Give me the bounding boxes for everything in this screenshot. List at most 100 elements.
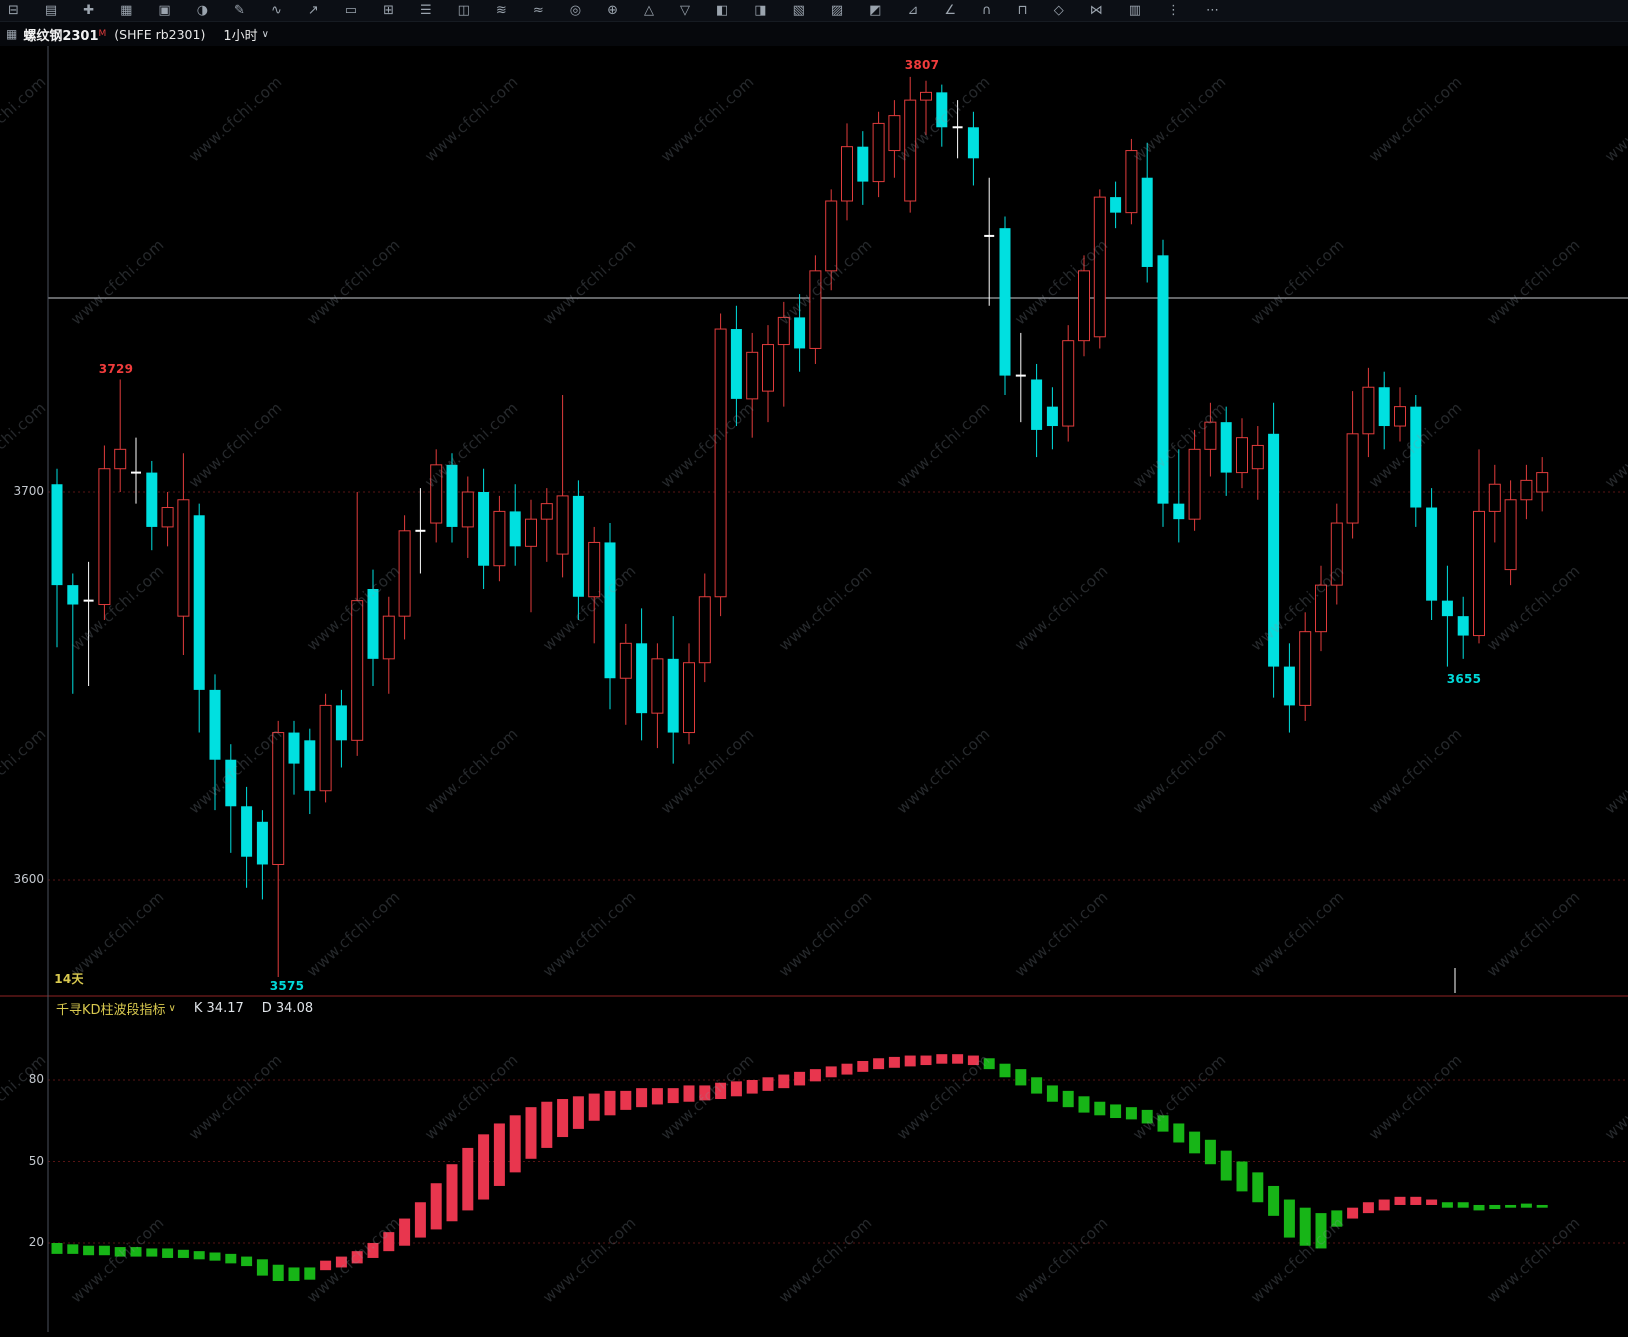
workspace-icon[interactable]: ▦ <box>6 27 18 41</box>
grid-icon[interactable]: ▦ <box>120 3 133 18</box>
target-icon[interactable]: ◎ <box>569 3 582 18</box>
right-triangle-icon[interactable]: ⊿ <box>907 3 919 18</box>
candle-body-down <box>367 589 379 659</box>
timeframe-selector[interactable]: 1小时 ∨ <box>223 25 269 44</box>
kd-bar <box>1505 1204 1517 1208</box>
columns-icon[interactable]: ▥ <box>1128 3 1141 18</box>
clock-icon[interactable]: ◑ <box>196 3 209 18</box>
candle-body-up <box>1078 270 1090 342</box>
kd-bar <box>936 1054 948 1064</box>
bowtie-icon[interactable]: ⋈ <box>1089 3 1103 18</box>
angle-icon[interactable]: ∠ <box>944 3 957 18</box>
arc-icon[interactable]: ∩ <box>982 3 992 18</box>
kd-bar <box>699 1085 711 1101</box>
trendline-icon[interactable]: ↗ <box>307 3 319 18</box>
wave-icon[interactable]: ∿ <box>270 3 282 18</box>
exchange-info: (SHFE rb2301) <box>114 26 206 42</box>
snapshot-icon[interactable]: ▣ <box>158 3 171 18</box>
kd-bar <box>383 1232 395 1252</box>
candle-body-down <box>794 317 806 349</box>
candle-body-down <box>146 472 158 527</box>
kd-bar <box>794 1071 806 1086</box>
kd-bar <box>604 1090 616 1116</box>
candle-body-up <box>319 704 332 792</box>
more-icon[interactable]: ⋯ <box>1206 3 1219 18</box>
kd-bar <box>1078 1096 1090 1113</box>
kd-bar <box>1489 1204 1501 1210</box>
candle-body-up <box>588 541 601 598</box>
kd-bar <box>1520 1203 1532 1208</box>
zoom-in-icon[interactable]: ⊕ <box>607 3 618 18</box>
kd-bar <box>888 1056 900 1068</box>
kd-bar <box>572 1096 584 1129</box>
shade-right-icon[interactable]: ◨ <box>754 3 767 18</box>
corner-icon[interactable]: ◩ <box>869 3 882 18</box>
kd-bar <box>857 1060 869 1072</box>
kd-bar <box>967 1055 979 1066</box>
kd-bar <box>509 1115 521 1173</box>
candle-body-up <box>525 518 537 547</box>
lines-icon[interactable]: ≋ <box>495 3 507 18</box>
kd-bar <box>1110 1104 1122 1119</box>
menu-icon[interactable]: ☰ <box>419 3 432 18</box>
candle-body-up <box>1488 483 1501 512</box>
kd-bar <box>557 1099 569 1138</box>
candle-body-up <box>1251 444 1264 470</box>
candle-body-up <box>888 115 901 152</box>
candle-body-up <box>382 615 395 660</box>
approx-icon[interactable]: ≈ <box>532 3 544 18</box>
kd-bar <box>588 1093 600 1121</box>
candle-body-down <box>1157 255 1169 504</box>
kd-bar <box>1125 1107 1137 1120</box>
rows-icon[interactable]: ▤ <box>44 3 58 18</box>
candle-body-down <box>572 495 584 597</box>
kd-bar <box>825 1066 837 1078</box>
triangle-down-icon[interactable]: ▽ <box>679 3 690 18</box>
new-order-icon[interactable]: ✚ <box>83 3 95 18</box>
candle-body-up <box>1330 522 1343 586</box>
kd-bar <box>620 1090 632 1110</box>
candle-body-down <box>1457 616 1469 636</box>
kd-bar <box>399 1218 411 1246</box>
instrument-name[interactable]: 螺纹钢2301 <box>23 28 99 44</box>
candle-body-down <box>857 146 869 182</box>
kd-bar <box>1015 1069 1027 1086</box>
kd-bar <box>525 1107 537 1159</box>
split-view-icon[interactable]: ◫ <box>457 3 470 18</box>
kd-bar <box>1536 1204 1548 1208</box>
kd-bar <box>272 1264 284 1282</box>
rectangle-icon[interactable]: ▭ <box>344 3 358 18</box>
kd-bar <box>1283 1199 1295 1238</box>
kd-bar <box>730 1081 742 1097</box>
kd-bar <box>335 1256 347 1268</box>
hatch-alt-icon[interactable]: ▨ <box>830 3 844 18</box>
candle-body-up <box>430 464 443 524</box>
candle-body-up <box>777 316 790 346</box>
draw-icon[interactable]: ✎ <box>234 3 245 18</box>
candle-body-up <box>809 270 822 349</box>
add-panel-icon[interactable]: ⊞ <box>383 3 394 18</box>
candle-body-down <box>225 759 237 807</box>
bracket-icon[interactable]: ⊓ <box>1017 3 1028 18</box>
indicator-name-dropdown[interactable]: 千寻KD柱波段指标 ∨ <box>56 999 176 1018</box>
diamond-icon[interactable]: ◇ <box>1053 3 1064 18</box>
candle-body-up <box>351 600 364 741</box>
candle-body-down <box>241 806 253 857</box>
candle-body-up <box>1362 386 1375 435</box>
kd-bar <box>1236 1161 1248 1192</box>
candle-body-down <box>1378 387 1390 427</box>
triangle-up-icon[interactable]: △ <box>643 3 654 18</box>
kd-bar <box>114 1247 126 1257</box>
more-vertical-icon[interactable]: ⋮ <box>1167 3 1180 18</box>
candle-body-up <box>1062 340 1075 427</box>
candle-body-down <box>1426 507 1438 601</box>
kd-bar <box>1252 1172 1264 1203</box>
kd-bar <box>209 1252 221 1261</box>
window-icon[interactable]: ⊟ <box>8 3 19 18</box>
hatch-icon[interactable]: ▧ <box>792 3 805 18</box>
kd-bar <box>462 1147 474 1211</box>
shade-left-icon[interactable]: ◧ <box>715 3 729 18</box>
candle-body-up <box>493 510 506 567</box>
kd-bar <box>1473 1204 1485 1211</box>
